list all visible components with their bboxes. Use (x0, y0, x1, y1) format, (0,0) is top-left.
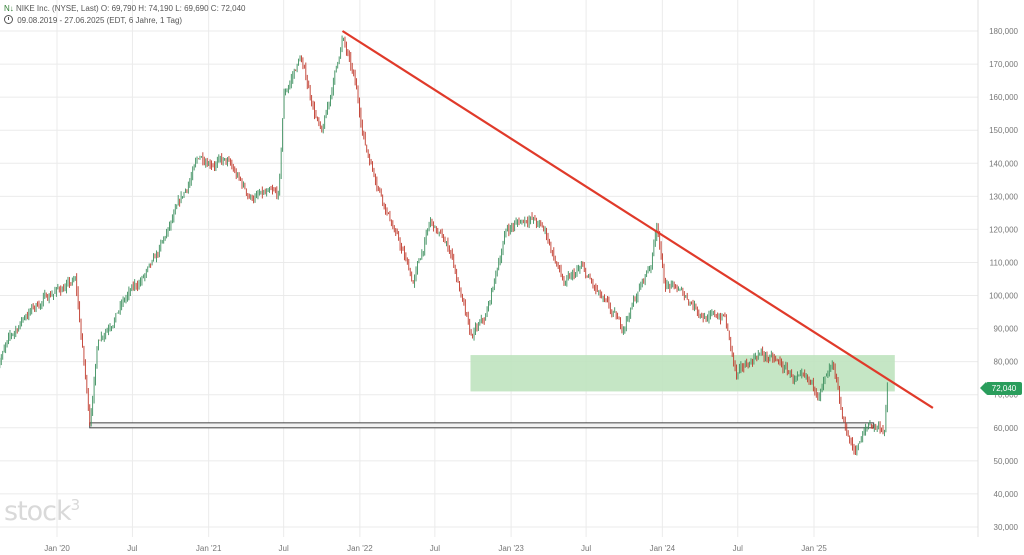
x-tick-label: Jan '21 (196, 544, 222, 553)
symbol-marker: N↓ (4, 4, 14, 13)
y-tick-label: 110,000 (990, 258, 1019, 267)
y-tick-label: 140,000 (989, 159, 1018, 168)
y-tick-label: 30,000 (994, 523, 1019, 532)
y-tick-label: 150,000 (989, 126, 1018, 135)
resistance-zone (470, 355, 895, 392)
last-price-badge: 72,040 (980, 382, 1022, 395)
y-tick-label: 60,000 (994, 424, 1019, 433)
candlestick-series (0, 35, 888, 456)
y-tick-label: 170,000 (989, 60, 1018, 69)
stock3-watermark-logo: stock3 (4, 496, 80, 527)
y-tick-label: 100,000 (989, 292, 1018, 301)
x-tick-label: Jul (127, 544, 137, 553)
x-tick-label: Jul (430, 544, 440, 553)
y-tick-label: 90,000 (994, 325, 1019, 334)
x-tick-label: Jan '24 (650, 544, 676, 553)
chart-header-range: 09.08.2019 - 27.06.2025 (EDT, 6 Jahre, 1… (4, 15, 182, 25)
x-tick-label: Jan '23 (498, 544, 524, 553)
x-tick-label: Jan '22 (347, 544, 373, 553)
y-tick-label: 50,000 (994, 457, 1019, 466)
y-axis: 180,000 170,000 160,000 150,000 140,000 130,0… (989, 27, 1018, 532)
y-tick-label: 160,000 (989, 93, 1018, 102)
x-tick-label: Jul (279, 544, 289, 553)
x-tick-label: Jan '25 (801, 544, 827, 553)
x-axis: Jan '20 Jul Jan '21 Jul Jan '22 Jul Jan '23 Jul… (44, 544, 827, 553)
y-tick-label: 120,000 (989, 225, 1018, 234)
x-tick-label: Jul (733, 544, 743, 553)
downtrend-line (341, 30, 934, 409)
date-range-text: 09.08.2019 - 27.06.2025 (EDT, 6 Jahre, 1… (17, 16, 183, 25)
x-tick-label: Jan '20 (44, 544, 70, 553)
support-zone (89, 422, 875, 429)
y-tick-label: 180,000 (989, 27, 1018, 36)
y-tick-label: 80,000 (994, 358, 1019, 367)
y-tick-label: 40,000 (994, 490, 1019, 499)
trendline-layer (341, 30, 934, 409)
y-tick-label: 130,000 (989, 192, 1018, 201)
ohlc-text: NIKE Inc. (NYSE, Last) O: 69,790 H: 74,1… (16, 4, 246, 13)
chart-zones (89, 355, 895, 429)
x-tick-label: Jul (581, 544, 591, 553)
clock-icon (4, 15, 13, 24)
chart-grid (0, 0, 979, 537)
chart-header-ohlc: N↓ NIKE Inc. (NYSE, Last) O: 69,790 H: 7… (4, 4, 245, 13)
y-tick-label: 70,000 (994, 391, 1019, 400)
